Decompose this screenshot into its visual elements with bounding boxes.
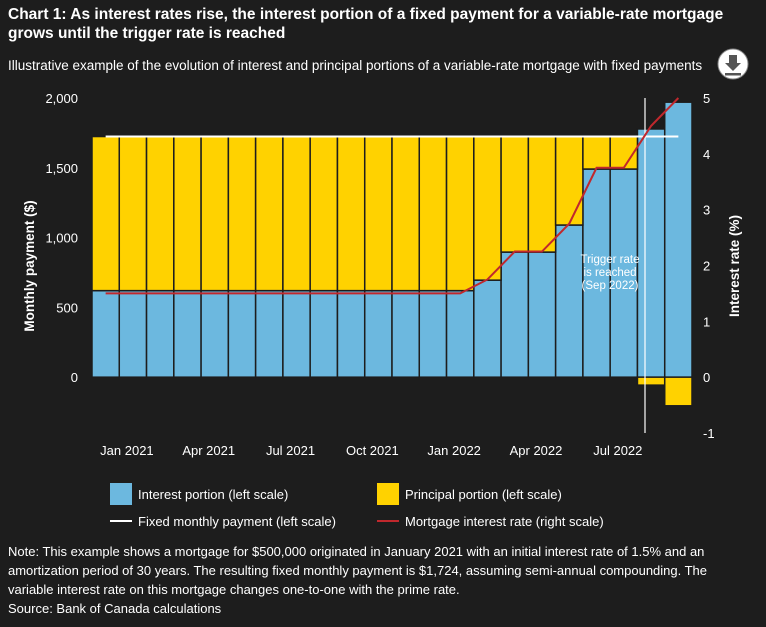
chart-title: grows until the trigger rate is reached <box>8 25 285 42</box>
bar <box>309 135 339 292</box>
bar <box>363 289 393 378</box>
bar <box>418 135 448 292</box>
bar <box>500 135 530 253</box>
bar <box>445 135 475 292</box>
chart-title: Chart 1: As interest rates rise, the int… <box>8 6 724 23</box>
bar <box>336 135 366 292</box>
y-axis-title: Monthly payment ($) <box>22 200 37 331</box>
y-tick-label: 1,000 <box>45 231 78 246</box>
note: Note: This example shows a mortgage for … <box>8 542 753 618</box>
y-tick-label: 1,500 <box>45 161 78 176</box>
bar <box>173 135 202 292</box>
bar <box>609 135 639 170</box>
bar <box>554 224 584 378</box>
legend-swatch <box>110 483 132 505</box>
bar <box>636 128 666 378</box>
bar <box>582 135 611 170</box>
legend-swatch <box>377 483 399 505</box>
legend-label: Interest portion (left scale) <box>138 487 288 502</box>
bar <box>527 251 557 378</box>
x-tick-label: Jan 2022 <box>427 443 481 458</box>
y2-tick-label: 4 <box>703 147 710 162</box>
bar <box>282 289 311 378</box>
bar <box>336 289 366 378</box>
download-button[interactable] <box>717 48 749 80</box>
y2-tick-label: 1 <box>703 314 710 329</box>
bar <box>391 289 421 378</box>
bar <box>118 135 148 292</box>
annotation: is reached <box>583 267 636 279</box>
chart-subtitle: Illustrative example of the evolution of… <box>8 58 702 73</box>
line <box>105 97 680 295</box>
bar <box>91 135 121 292</box>
bar <box>282 135 311 292</box>
bar <box>391 135 421 292</box>
bar <box>500 251 530 378</box>
bar <box>145 135 175 292</box>
bar <box>473 135 502 281</box>
bar <box>636 376 666 386</box>
bar <box>363 135 393 292</box>
bar <box>145 289 175 378</box>
legend-label: Mortgage interest rate (right scale) <box>405 514 604 529</box>
bar <box>309 289 339 378</box>
plot-area: 0 500 1,000 1,500 2,000 -1 0 1 2 3 4 5 Jan 2021 Apr 2… <box>45 91 714 458</box>
note-text: Note: This example shows a mortgage for … <box>8 544 708 597</box>
legend: Interest portion (left scale) Principal p… <box>110 483 604 529</box>
bar <box>254 289 284 378</box>
bar <box>554 135 584 226</box>
bar <box>200 289 230 378</box>
x-tick-label: Oct 2021 <box>346 443 399 458</box>
y2-tick-label: 5 <box>703 91 710 106</box>
bar <box>227 289 257 378</box>
y2-tick-label: 2 <box>703 259 710 274</box>
y2-tick-label: 0 <box>703 370 710 385</box>
source: Source: Bank of Canada calculations <box>8 601 222 616</box>
annotation: Trigger rate <box>580 254 639 266</box>
x-tick-label: Jan 2021 <box>100 443 154 458</box>
annotation: (Sep 2022) <box>582 280 639 292</box>
y-tick-label: 500 <box>56 300 78 315</box>
bar <box>227 135 257 292</box>
bar <box>173 289 202 378</box>
bar <box>527 135 557 253</box>
y-tick-label: 0 <box>71 370 78 385</box>
x-tick-label: Apr 2022 <box>510 443 563 458</box>
bar <box>118 289 148 378</box>
bar <box>582 168 611 378</box>
legend-label: Principal portion (left scale) <box>405 487 562 502</box>
bar <box>473 279 502 378</box>
bar <box>445 289 475 378</box>
x-tick-label: Jul 2022 <box>593 443 642 458</box>
chart: Chart 1: As interest rates rise, the int… <box>8 6 749 529</box>
y-tick-label: 2,000 <box>45 91 78 106</box>
bar <box>663 376 693 407</box>
x-tick-label: Apr 2021 <box>182 443 235 458</box>
bar <box>663 101 693 378</box>
y2-tick-label: 3 <box>703 203 710 218</box>
bar <box>254 135 284 292</box>
y2-tick-label: -1 <box>703 426 715 441</box>
bar <box>91 289 121 378</box>
bar <box>200 135 230 292</box>
y2-axis-title: Interest rate (%) <box>727 215 742 317</box>
bar <box>418 289 448 378</box>
x-tick-label: Jul 2021 <box>266 443 315 458</box>
legend-label: Fixed monthly payment (left scale) <box>138 514 336 529</box>
